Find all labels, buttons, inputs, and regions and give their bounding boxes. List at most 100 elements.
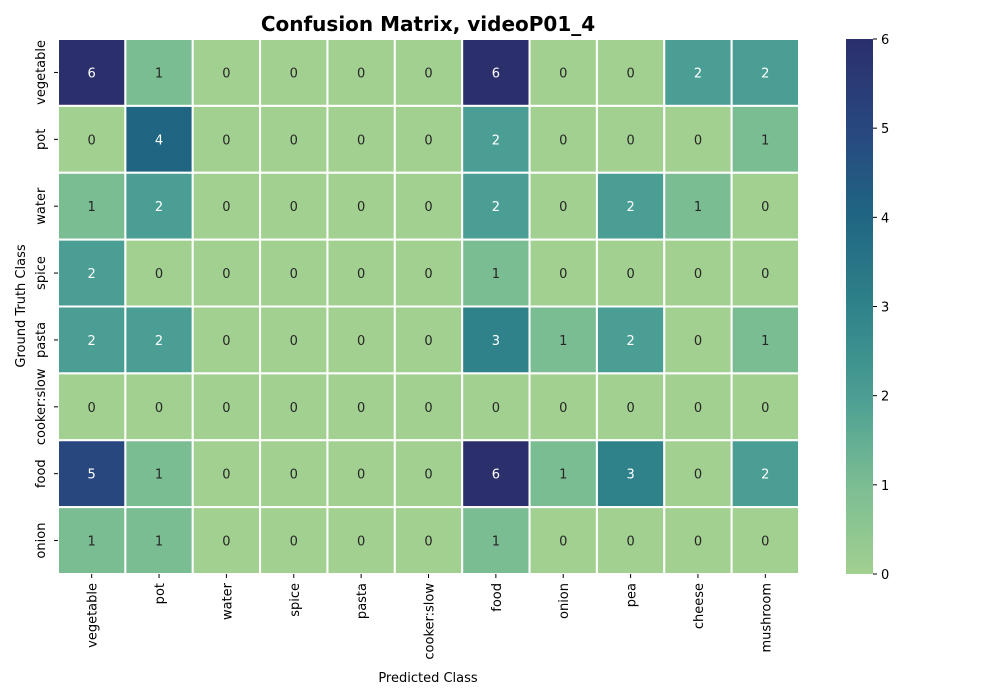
cell-value-label: 2 — [155, 200, 163, 215]
heatmap-cell — [124, 439, 194, 509]
heatmap-cells: 6 1 0 0 0 0 6 0 0 2 2 0 4 0 0 0 0 2 0 0 0 1 1 2 0 0 0 0 2 0 2 1 0 2 0 0 0 0 0 1… — [57, 38, 800, 575]
x-tick-label: pea — [625, 583, 640, 607]
heatmap-cell — [663, 104, 733, 174]
x-tick-label: pasta — [355, 583, 370, 619]
x-tick-label: cooker:slow — [423, 583, 438, 660]
cell-value-label: 4 — [155, 133, 163, 148]
cell-value-label: 0 — [88, 401, 96, 416]
heatmap-cell — [528, 104, 598, 174]
colorbar-tick-label: 4 — [881, 211, 889, 226]
cell-value-label: 0 — [357, 200, 365, 215]
cell-value-label: 0 — [222, 468, 230, 483]
cell-value-label: 0 — [424, 468, 432, 483]
heatmap-cell — [191, 104, 262, 174]
cell-value-label: 0 — [88, 133, 96, 148]
colorbar-tick-label: 5 — [881, 122, 889, 137]
colorbar-tick-label: 3 — [881, 301, 889, 316]
heatmap-cell — [528, 38, 598, 107]
cell-value-label: 0 — [559, 200, 567, 215]
x-tick-label: water — [220, 582, 235, 620]
y-tick-label: water — [34, 187, 49, 225]
cell-value-label: 2 — [88, 267, 96, 282]
heatmap-cell — [57, 305, 127, 375]
colorbar-tick-label: 0 — [881, 568, 889, 583]
cell-value-label: 0 — [559, 401, 567, 416]
heatmap-cell — [326, 506, 396, 575]
x-tick-label: mushroom — [759, 583, 774, 653]
cell-value-label: 0 — [424, 133, 432, 148]
x-tick-label: cheese — [692, 583, 707, 629]
heatmap-cell — [393, 305, 464, 375]
cell-value-label: 0 — [290, 535, 298, 550]
cell-value-label: 0 — [694, 401, 702, 416]
cell-value-label: 0 — [222, 66, 230, 81]
heatmap-cell — [57, 372, 127, 442]
heatmap-cell — [528, 506, 598, 575]
cell-value-label: 0 — [357, 401, 365, 416]
cell-value-label: 0 — [694, 267, 702, 282]
cell-value-label: 1 — [88, 535, 96, 550]
cell-value-label: 0 — [222, 401, 230, 416]
cell-value-label: 0 — [424, 334, 432, 349]
cell-value-label: 0 — [424, 66, 432, 81]
cell-value-label: 0 — [357, 535, 365, 550]
heatmap-cell — [663, 506, 733, 575]
colorbar-ticks: 0 1 2 3 4 5 6 — [873, 33, 889, 583]
heatmap-cell — [730, 506, 800, 575]
cell-value-label: 6 — [492, 468, 500, 483]
heatmap-cell — [393, 104, 464, 174]
heatmap-cell — [595, 238, 666, 308]
colorbar — [846, 39, 873, 574]
cell-value-label: 1 — [761, 334, 769, 349]
cell-value-label: 1 — [559, 468, 567, 483]
cell-value-label: 2 — [694, 66, 702, 81]
cell-value-label: 2 — [492, 133, 500, 148]
cell-value-label: 1 — [492, 267, 500, 282]
cell-value-label: 6 — [492, 66, 500, 81]
cell-value-label: 0 — [290, 267, 298, 282]
heatmap-cell — [461, 439, 531, 509]
cell-value-label: 0 — [424, 535, 432, 550]
y-tick-labels: vegetable pot water spice pasta cooker:slow fo… — [34, 40, 58, 559]
cell-value-label: 1 — [694, 200, 702, 215]
heatmap-cell — [730, 439, 800, 509]
y-tick-label: food — [34, 459, 49, 488]
heatmap-cell — [393, 38, 464, 107]
heatmap-cell — [595, 171, 666, 241]
chart-title: Confusion Matrix, videoP01_4 — [261, 12, 595, 36]
x-axis-label: Predicted Class — [378, 671, 478, 686]
heatmap-cell — [730, 38, 800, 107]
cell-value-label: 0 — [222, 133, 230, 148]
cell-value-label: 5 — [88, 468, 96, 483]
y-tick-label: pot — [34, 129, 49, 150]
heatmap-cell — [393, 372, 464, 442]
cell-value-label: 0 — [626, 401, 634, 416]
y-tick-label: vegetable — [34, 40, 49, 105]
cell-value-label: 2 — [626, 200, 634, 215]
cell-value-label: 0 — [559, 66, 567, 81]
cell-value-label: 0 — [626, 133, 634, 148]
cell-value-label: 0 — [357, 66, 365, 81]
cell-value-label: 2 — [761, 468, 769, 483]
heatmap-cell — [124, 38, 194, 107]
colorbar-tick-label: 6 — [881, 33, 889, 48]
heatmap-cell — [57, 104, 127, 174]
cell-value-label: 0 — [290, 401, 298, 416]
heatmap-cell — [259, 305, 329, 375]
cell-value-label: 0 — [694, 133, 702, 148]
x-tick-labels: vegetable pot water spice pasta cooker:slow fo… — [86, 574, 774, 660]
heatmap-cell — [124, 506, 194, 575]
heatmap-cell — [730, 104, 800, 174]
heatmap-cell — [259, 506, 329, 575]
cell-value-label: 0 — [222, 200, 230, 215]
x-tick-label: food — [490, 583, 505, 612]
y-tick-label: spice — [34, 256, 49, 290]
heatmap-cell — [730, 238, 800, 308]
x-tick-label: onion — [557, 583, 572, 619]
y-tick-label: pasta — [34, 322, 49, 358]
y-tick-label: onion — [34, 523, 49, 559]
cell-value-label: 0 — [559, 133, 567, 148]
heatmap-cell — [326, 305, 396, 375]
cell-value-label: 0 — [357, 334, 365, 349]
